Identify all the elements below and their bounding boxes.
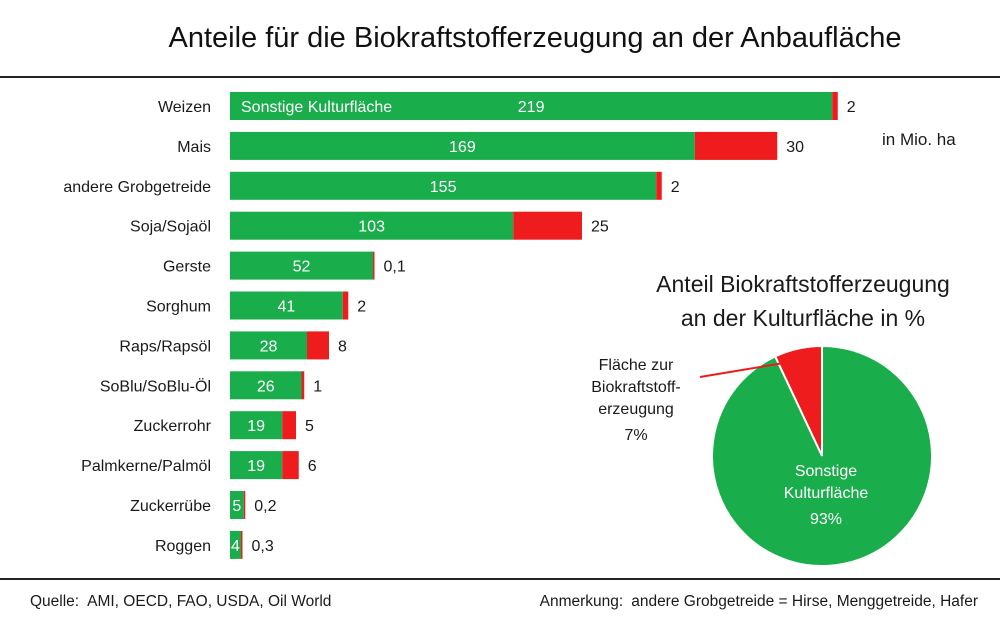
note-label: Anmerkung: [539,593,624,610]
bar-sonstige [230,131,695,160]
category-label: Roggen [155,538,211,555]
bar-value-label-red: 1 [313,378,322,395]
pie-label-biokraftstoff: Fläche zur [599,357,674,374]
pie-label-biokraftstoff: Biokraftstoff- [591,379,681,396]
pie-label-sonstige: Sonstige [795,463,857,480]
bar-sonstige [230,491,244,519]
category-label: Raps/Rapsöl [119,338,211,355]
category-label: Mais [177,139,211,156]
legend-sonstige-kulturflaeche: Sonstige Kulturfläche [241,99,392,116]
bar-value-label-red: 0,2 [254,498,276,515]
bar-value-label-red: 0,1 [384,259,406,276]
category-label: Weizen [158,99,211,116]
bar-value-label: 28 [260,338,278,355]
bar-biokraftstoff [694,131,778,160]
bar-sonstige [230,331,307,360]
pie-slice-sonstige [711,344,933,567]
note-text: andere Grobgetreide = Hirse, Menggetreid… [631,593,978,610]
pie-title-line-2: an der Kulturfläche in % [681,305,925,331]
bar-value-label: 103 [358,219,385,236]
bar-value-label-red: 6 [308,458,317,475]
bar-value-label: 52 [293,259,311,276]
bar-sonstige [230,371,302,400]
category-label: Sorghum [146,299,211,316]
bar-biokraftstoff [301,371,305,400]
bar-sonstige [230,251,373,280]
bar-value-label: 26 [257,378,275,395]
category-label: Soja/Sojaöl [130,219,211,236]
bar-biokraftstoff [373,251,375,280]
source-text: AMI, OECD, FAO, USDA, Oil World [87,593,332,610]
source-footer: Quelle: AMI, OECD, FAO, USDA, Oil World [30,593,331,611]
bar-value-label: 5 [232,498,241,515]
bar-value-label: 4 [231,538,240,555]
top-rule [0,76,1000,78]
bar-value-label: 169 [449,139,476,156]
bar-biokraftstoff [307,331,329,360]
bar-value-label: 155 [430,179,457,196]
bar-value-label-red: 8 [338,338,347,355]
bar-biokraftstoff [342,291,349,320]
category-label: SoBlu/SoBlu-Öl [100,377,211,395]
category-label: Zuckerrohr [134,418,212,435]
pie-label-biokraftstoff: erzeugung [598,401,674,418]
bar-sonstige [230,530,241,559]
chart-title: Anteile für die Biokraftstofferzeugung a… [168,22,902,54]
category-label: Zuckerrübe [130,498,211,515]
bar-sonstige [230,211,514,240]
pie-label-sonstige: 93% [810,511,842,528]
bar-value-label: 41 [277,299,295,316]
bar-sonstige [230,171,657,200]
bar-biokraftstoff [656,171,662,200]
source-label: Quelle: [30,593,80,610]
category-label: andere Grobgetreide [63,179,211,196]
note-footer: Anmerkung: andere Grobgetreide = Hirse, M… [540,593,978,611]
bar-sonstige [230,411,283,440]
unit-label: in Mio. ha [882,130,956,149]
bar-value-label-red: 2 [357,299,366,316]
pie-label-sonstige: Kulturfläche [784,485,869,502]
bar-value-label: 19 [247,458,265,475]
bar-value-label-red: 30 [786,139,804,156]
bar-value-label: 19 [247,418,265,435]
bar-value-label-red: 0,3 [252,538,274,555]
bar-biokraftstoff [243,491,246,519]
bar-sonstige [230,92,833,120]
pie-leader-line [699,361,791,378]
bar-biokraftstoff [282,411,296,440]
pie-title-line-1: Anteil Biokraftstofferzeugung [656,271,950,297]
bar-value-label-red: 2 [847,99,856,116]
bar-value-label: 219 [518,99,545,116]
bar-value-label-red: 5 [305,418,314,435]
bar-sonstige [230,291,343,320]
bar-biokraftstoff [832,92,838,120]
pie-label-biokraftstoff: 7% [624,427,647,444]
bar-biokraftstoff [513,211,582,240]
category-label: Palmkerne/Palmöl [81,458,211,475]
bottom-rule [0,578,1000,580]
bar-biokraftstoff [282,451,299,480]
bar-sonstige [230,451,283,480]
bar-value-label-red: 25 [591,219,609,236]
bar-value-label-red: 2 [671,179,680,196]
bar-biokraftstoff [241,530,243,559]
category-label: Gerste [163,259,211,276]
